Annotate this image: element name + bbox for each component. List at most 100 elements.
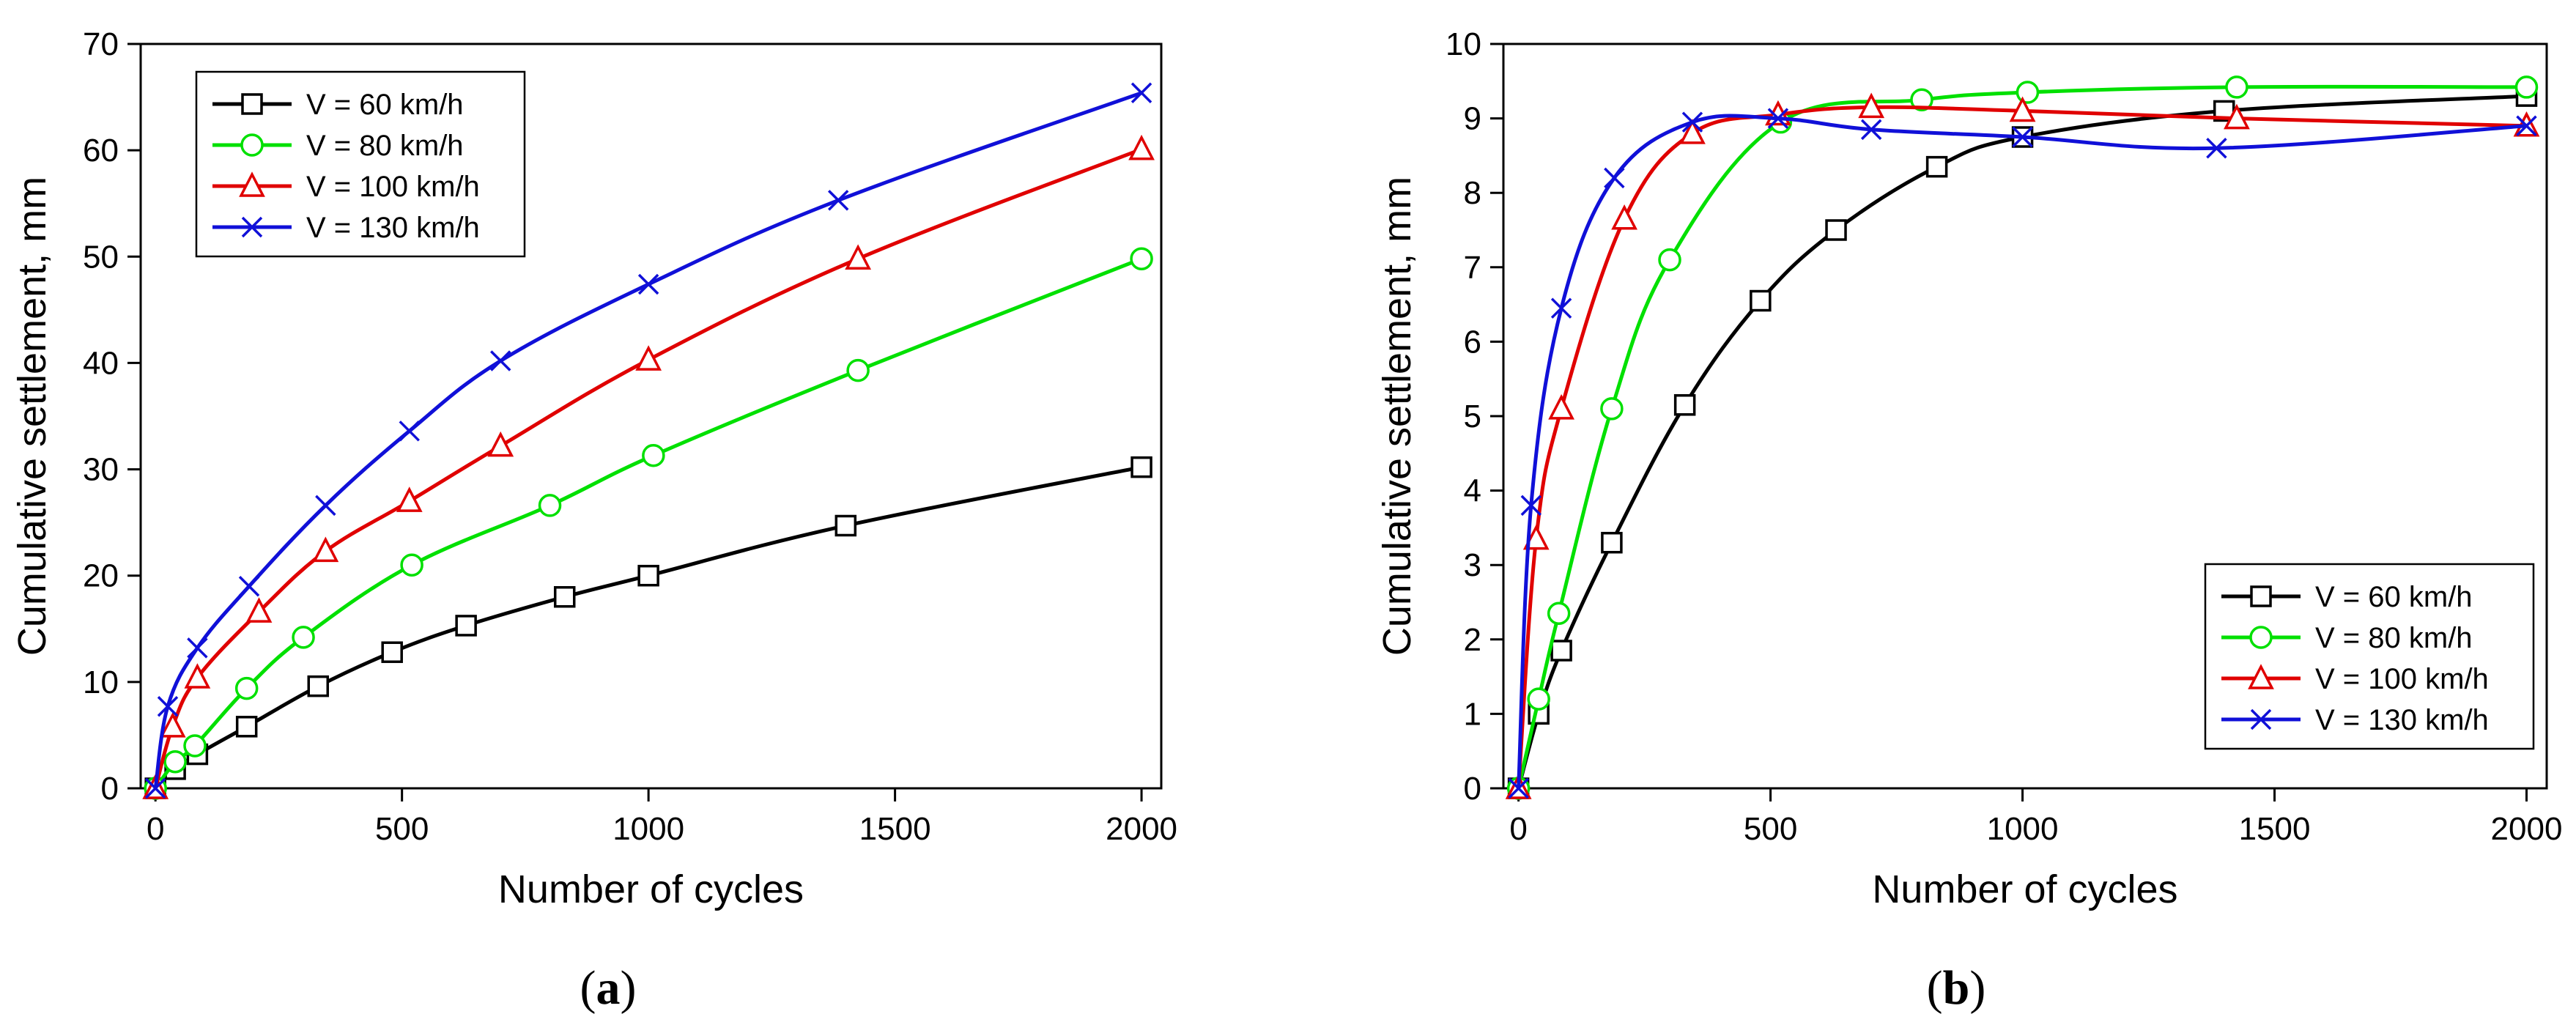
legend-label: V = 60 km/h [2315, 581, 2473, 613]
legend-entry: V = 130 km/h [2221, 704, 2489, 736]
legend-label: V = 130 km/h [2315, 704, 2489, 736]
data-point [487, 431, 514, 457]
plot-frame [139, 42, 1163, 790]
data-point [1550, 640, 1572, 662]
data-point [399, 421, 420, 442]
y-tick-label: 60 [83, 133, 119, 169]
data-point [827, 190, 849, 211]
data-point [553, 585, 576, 608]
chart-caption: (b) [1927, 961, 1986, 1015]
data-point [1858, 92, 1885, 119]
legend-entry: V = 60 km/h [212, 89, 464, 121]
data-point [381, 641, 403, 663]
data-point [2224, 103, 2250, 130]
data-point [183, 734, 207, 758]
data-point [1750, 289, 1772, 312]
y-tick-label: 0 [101, 771, 119, 807]
data-point [635, 345, 662, 371]
x-tick-label: 0 [147, 811, 164, 847]
data-point [845, 244, 872, 270]
data-point [2012, 126, 2033, 148]
data-point [1860, 119, 1882, 141]
x-tick-label: 1500 [2239, 811, 2311, 847]
data-point [292, 626, 315, 649]
data-point [1130, 82, 1152, 104]
legend-entry: V = 60 km/h [2221, 581, 2473, 613]
legend: V = 60 km/h V = 80 km/h V = 100 km/h V = 13… [2204, 563, 2535, 750]
legend-label: V = 100 km/h [306, 171, 480, 203]
data-point [396, 486, 423, 512]
legend-marker [240, 133, 264, 157]
chart-a: 0 500 1000 1500 2000 0 10 20 30 40 50 60 70 Number of… [10, 26, 1177, 1015]
y-axis-title: Cumulative settlement, mm [1375, 177, 1419, 656]
data-point [1658, 248, 1681, 272]
data-point [846, 358, 870, 382]
data-point [1130, 456, 1152, 478]
series-line [1517, 114, 2528, 791]
x-tick-label: 500 [375, 811, 429, 847]
series-4 [144, 82, 1152, 799]
x-axis-title: Number of cycles [498, 867, 804, 911]
data-point [2225, 75, 2249, 99]
y-tick-label: 70 [83, 26, 119, 62]
y-tick-label: 7 [1464, 250, 1481, 286]
chart-b: 0 500 1000 1500 2000 0 1 2 3 4 5 6 7 8 9 10 Number of cy… [1375, 26, 2562, 1015]
data-point [307, 675, 330, 697]
y-tick-label: 2 [1464, 622, 1481, 658]
x-axis-title: Number of cycles [1872, 867, 2177, 911]
legend-entry: V = 100 km/h [212, 171, 480, 203]
x-tick-label: 1000 [612, 811, 684, 847]
series-4 [1508, 108, 2537, 799]
legend-entry: V = 130 km/h [212, 212, 480, 244]
data-point [159, 712, 186, 738]
data-point [1925, 155, 1948, 178]
legend-label: V = 80 km/h [2315, 622, 2473, 654]
caption-letter: b [1943, 961, 1970, 1015]
y-tick-label: 10 [1446, 26, 1481, 62]
y-axis-title: Cumulative settlement, mm [10, 177, 54, 656]
legend-marker [241, 216, 263, 238]
y-tick-label: 1 [1464, 696, 1481, 732]
caption-open: ( [1927, 961, 1943, 1015]
x-tick-label: 1500 [859, 811, 931, 847]
legend-entry: V = 80 km/h [2221, 622, 2473, 654]
y-tick-label: 8 [1464, 175, 1481, 211]
y-tick-label: 4 [1464, 473, 1481, 509]
data-point [455, 615, 477, 637]
y-tick-label: 30 [83, 452, 119, 488]
data-point [238, 575, 260, 597]
data-point [642, 443, 665, 467]
legend-marker [2250, 585, 2272, 607]
data-point [1508, 777, 1529, 799]
data-point [490, 350, 511, 371]
legend-entry: V = 80 km/h [212, 130, 464, 162]
data-point [2514, 75, 2539, 99]
data-point [2206, 138, 2227, 159]
data-point [1910, 88, 1933, 111]
data-point [1604, 167, 1625, 189]
data-point [157, 696, 179, 717]
data-point [1679, 119, 1706, 144]
x-tick-label: 500 [1744, 811, 1797, 847]
data-point [1673, 394, 1696, 416]
data-point [538, 494, 562, 517]
legend-marker [2248, 664, 2274, 689]
y-tick-label: 9 [1464, 101, 1481, 137]
data-point [1681, 111, 1703, 133]
data-point [1128, 134, 1155, 160]
legend-marker [241, 93, 263, 115]
data-point [245, 597, 273, 623]
y-tick-label: 5 [1464, 399, 1481, 434]
data-point [144, 777, 166, 799]
series-1 [144, 456, 1152, 799]
data-point [400, 553, 423, 577]
data-point [163, 749, 187, 774]
legend-label: V = 100 km/h [2315, 663, 2489, 695]
legend-label: V = 60 km/h [306, 89, 464, 121]
data-point [312, 536, 339, 563]
legend-marker [2250, 708, 2272, 730]
data-point [1601, 531, 1623, 554]
series-1 [1507, 85, 2538, 799]
legend-marker [239, 171, 265, 197]
legend-label: V = 130 km/h [306, 212, 480, 244]
